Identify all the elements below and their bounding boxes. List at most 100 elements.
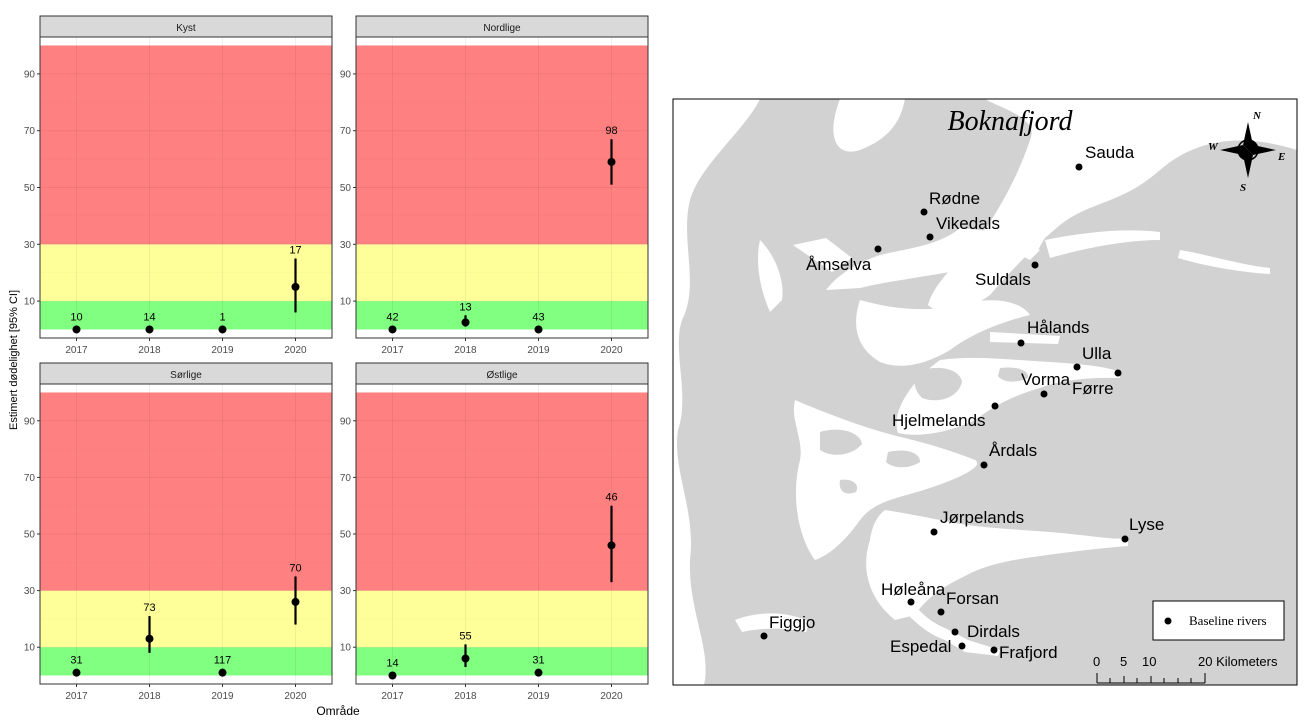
mortality-band [356, 392, 648, 591]
river-label-dirdals: Dirdals [967, 622, 1020, 641]
data-point [291, 282, 300, 291]
compass-w-label: W [1208, 141, 1219, 153]
mortality-band [40, 45, 332, 245]
compass-rose: N S E W [1208, 110, 1285, 194]
river-marker-vikedals [926, 233, 934, 241]
x-tick-label: 2017 [381, 691, 404, 702]
y-tick-label: 10 [24, 297, 36, 308]
compass-s-label: S [1240, 182, 1246, 194]
panel-border [355, 36, 649, 339]
data-point [218, 668, 227, 677]
map-legend: Baseline rivers [1152, 600, 1285, 641]
panel-border [39, 36, 333, 339]
river-marker-jorpelands [930, 528, 938, 536]
x-tick-label: 2018 [138, 691, 161, 702]
x-axis-label: Område [316, 704, 360, 718]
y-tick-label: 10 [340, 643, 352, 654]
x-tick-label: 2020 [284, 691, 307, 702]
river-markers: Sauda Rødne Vikedals Åmselva Suldals Hål… [760, 143, 1164, 662]
data-point [534, 668, 543, 677]
y-tick-label: 10 [340, 297, 352, 308]
data-point [461, 318, 470, 327]
data-point [291, 597, 300, 606]
y-tick-label: 50 [340, 183, 352, 194]
river-label-vikedals: Vikedals [936, 214, 1000, 233]
y-tick-label: 90 [24, 69, 36, 80]
mortality-band [356, 590, 648, 648]
river-label-hjelmelands: Hjelmelands [892, 411, 986, 430]
x-tick-label: 2018 [454, 691, 477, 702]
river-marker-figgjo [760, 632, 768, 640]
river-marker-forsan [937, 608, 945, 616]
x-tick-label: 2020 [600, 345, 623, 356]
river-marker-dirdals [951, 628, 959, 636]
map-legend-label: Baseline rivers [1189, 613, 1267, 628]
y-tick-label: 30 [24, 240, 36, 251]
river-marker-sauda [1075, 163, 1083, 171]
data-point [145, 634, 154, 643]
sample-size-label: 43 [532, 311, 544, 323]
compass-e-label: E [1277, 151, 1285, 163]
panel-nordlige: Nordlige 10 30 50 70 90 2017 2018 2019 2020 42 13 43… [340, 15, 649, 356]
sample-size-label: 1 [219, 311, 225, 323]
river-label-lyse: Lyse [1129, 515, 1164, 534]
y-tick-label: 70 [24, 126, 36, 137]
y-tick-label: 50 [340, 530, 352, 541]
sample-size-label: 55 [459, 630, 471, 642]
x-tick-label: 2019 [211, 691, 234, 702]
river-label-halands: Hålands [1027, 318, 1089, 337]
sample-size-label: 17 [289, 244, 301, 256]
mortality-band [40, 392, 332, 591]
data-point [72, 325, 81, 334]
data-point [388, 671, 397, 680]
river-marker-suldals [1031, 261, 1039, 269]
x-tick-label: 2020 [600, 691, 623, 702]
river-label-sauda: Sauda [1085, 143, 1135, 162]
y-tick-label: 90 [340, 416, 352, 427]
scale-label-20: 20 Kilometers [1198, 654, 1278, 669]
scale-label-10: 10 [1142, 654, 1156, 669]
y-tick-label: 70 [24, 473, 36, 484]
sample-size-label: 70 [289, 562, 301, 574]
y-tick-label: 50 [24, 530, 36, 541]
river-marker-amselva [874, 245, 882, 253]
mortality-band [356, 301, 648, 330]
data-point [461, 654, 470, 663]
y-tick-label: 30 [340, 586, 352, 597]
river-marker-forre [1040, 390, 1048, 398]
sample-size-label: 31 [532, 655, 544, 667]
river-label-frafjord: Frafjord [999, 643, 1058, 662]
x-tick-label: 2019 [527, 691, 550, 702]
islands [820, 183, 1029, 494]
y-tick-label: 90 [340, 69, 352, 80]
scale-label-5: 5 [1120, 654, 1127, 669]
x-tick-label: 2020 [284, 345, 307, 356]
river-label-amselva: Åmselva [806, 255, 872, 274]
river-label-forre: Førre [1072, 379, 1114, 398]
panel-title: Sørlige [170, 370, 202, 381]
data-point [72, 668, 81, 677]
sample-size-label: 14 [143, 311, 155, 323]
river-label-rodne: Rødne [929, 189, 980, 208]
x-tick-label: 2017 [65, 345, 88, 356]
mortality-band [40, 244, 332, 302]
river-marker-vorma [991, 402, 999, 410]
map-frame [672, 98, 1298, 686]
river-marker-espedal [958, 642, 966, 650]
y-tick-label: 70 [340, 126, 352, 137]
mortality-band [356, 244, 648, 302]
river-label-jorpelands: Jørpelands [940, 508, 1024, 527]
data-point [534, 325, 543, 334]
y-tick-label: 10 [24, 643, 36, 654]
sample-size-label: 42 [386, 311, 398, 323]
water-areas [673, 99, 1297, 685]
sample-size-label: 10 [70, 311, 82, 323]
x-tick-label: 2018 [454, 345, 477, 356]
mortality-band [356, 647, 648, 676]
river-label-forsan: Forsan [946, 589, 999, 608]
panel-kyst: Kyst 10 30 50 70 90 2017 2018 2019 2020 10 14 1 17 [24, 15, 333, 356]
mortality-band [356, 45, 648, 245]
river-label-holeana: Høleåna [881, 580, 946, 599]
river-label-ardals: Årdals [989, 441, 1037, 460]
sample-size-label: 117 [214, 655, 232, 667]
